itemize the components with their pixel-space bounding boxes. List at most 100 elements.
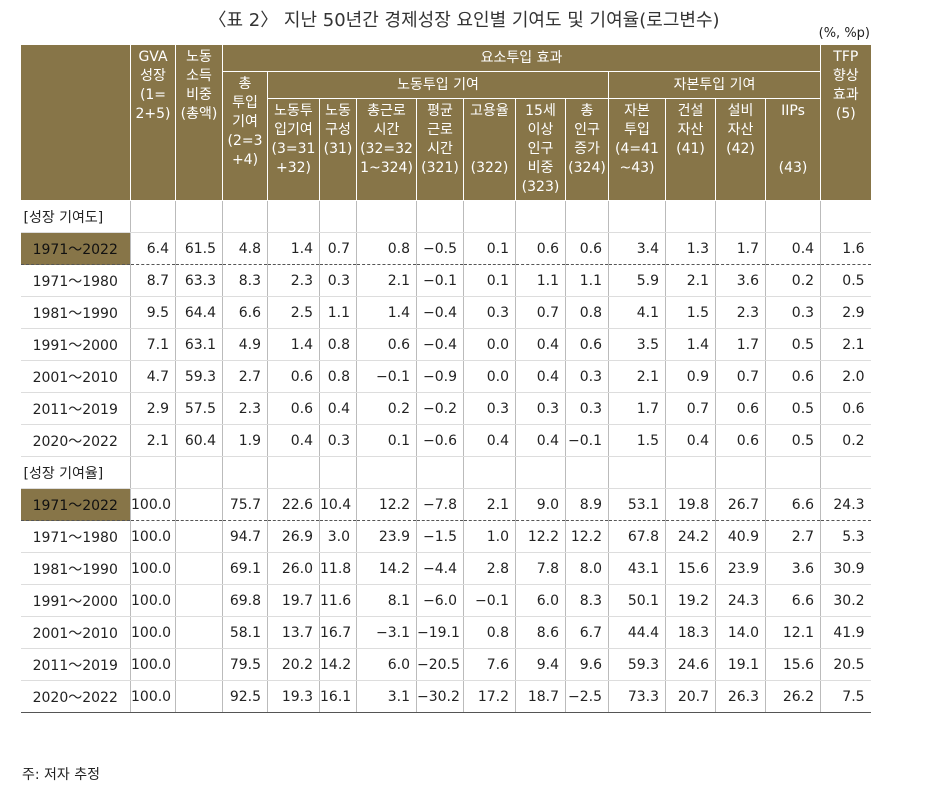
value-cell: 0.6: [515, 232, 566, 265]
value-cell: 100.0: [130, 584, 176, 617]
value-cell: 19.8: [665, 488, 716, 521]
value-cell: 2.1: [608, 360, 666, 393]
value-cell: 57.5: [175, 392, 223, 425]
value-cell: 0.8: [463, 616, 516, 649]
value-cell: −0.1: [463, 584, 516, 617]
value-cell: −0.1: [565, 424, 609, 457]
value-cell: 19.1: [715, 648, 766, 681]
value-cell: 17.2: [463, 680, 516, 713]
value-cell: 0.8: [319, 328, 357, 361]
value-cell: 1.1: [319, 296, 357, 329]
value-cell: 0.8: [319, 360, 357, 393]
value-cell: 7.8: [515, 552, 566, 585]
row-label: 1971～1980: [20, 264, 131, 297]
value-cell: 0.4: [515, 328, 566, 361]
data-table: GVA 성장 (1= 2+5) 노동 소득 비중 (총액) 요소투입 효과 TFP 향…: [20, 45, 871, 713]
value-cell: 100.0: [130, 552, 176, 585]
value-cell: 100.0: [130, 616, 176, 649]
column-header: GVA 성장 (1= 2+5): [130, 45, 176, 201]
value-cell: 0.0: [463, 360, 516, 393]
section-row: [성장 기여도]: [20, 200, 871, 233]
value-cell: 2.5: [267, 296, 320, 329]
value-cell: 7.5: [820, 680, 871, 713]
value-cell: −19.1: [416, 616, 464, 649]
value-cell: 22.6: [267, 488, 320, 521]
value-cell: 26.9: [267, 520, 320, 553]
value-cell: 0.8: [565, 296, 609, 329]
row-label: 1971～1980: [20, 520, 131, 553]
value-cell: 10.4: [319, 488, 357, 521]
empty-cell: [463, 456, 516, 489]
value-cell: 0.3: [515, 392, 566, 425]
value-cell: 0.6: [565, 232, 609, 265]
data-row: 1971～2022 6.4 61.5 4.8 1.4 0.7 0.8 −0.5 0.1 0.6 0.…: [20, 232, 871, 265]
value-cell: 18.3: [665, 616, 716, 649]
data-row: 2011～2019 2.9 57.5 2.3 0.6 0.4 0.2 −0.2 0.3 0.3 0.…: [20, 392, 871, 425]
value-cell: 19.2: [665, 584, 716, 617]
value-cell: 9.4: [515, 648, 566, 681]
row-label: 2020～2022: [20, 680, 131, 713]
value-cell: 2.8: [463, 552, 516, 585]
value-cell: 0.6: [715, 424, 766, 457]
value-cell: 0.6: [764, 360, 821, 393]
value-cell: 2.3: [267, 264, 320, 297]
value-cell: 2.9: [820, 296, 871, 329]
value-cell: −3.1: [356, 616, 417, 649]
unit-label: (%, %p): [818, 26, 870, 41]
value-cell: 26.7: [715, 488, 766, 521]
data-row: 2001～2010 4.7 59.3 2.7 0.6 0.8 −0.1 −0.9 0.0 0.4 0…: [20, 360, 871, 393]
value-cell: 15.6: [764, 648, 821, 681]
value-cell: 63.3: [175, 264, 223, 297]
value-cell: 0.3: [565, 360, 609, 393]
value-cell: 5.3: [820, 520, 871, 553]
value-cell: 0.6: [267, 360, 320, 393]
value-cell: 8.6: [515, 616, 566, 649]
data-row: 2020～2022 100.0 92.5 19.3 16.1 3.1 −30.2 17.2 18…: [20, 680, 871, 713]
value-cell: 0.3: [319, 424, 357, 457]
value-cell: 20.7: [665, 680, 716, 713]
value-cell: 0.4: [267, 424, 320, 457]
value-cell: [175, 616, 223, 649]
value-cell: 0.3: [463, 296, 516, 329]
empty-cell: [715, 456, 766, 489]
value-cell: [175, 488, 223, 521]
value-cell: 0.7: [665, 392, 716, 425]
data-row: 1981～1990 100.0 69.1 26.0 11.8 14.2 −4.4 2.8 7.8…: [20, 552, 871, 585]
column-header: 설비 자산 (42): [715, 98, 766, 201]
value-cell: 92.5: [222, 680, 268, 713]
value-cell: 12.2: [515, 520, 566, 553]
data-row: 1981～1990 9.5 64.4 6.6 2.5 1.1 1.4 −0.4 0.3 0.7 0.…: [20, 296, 871, 329]
value-cell: 64.4: [175, 296, 223, 329]
empty-cell: [356, 456, 417, 489]
value-cell: 24.3: [820, 488, 871, 521]
value-cell: 69.1: [222, 552, 268, 585]
value-cell: 2.1: [356, 264, 417, 297]
empty-cell: [319, 456, 357, 489]
column-header: 총근로 시간 (32=32 1~324): [356, 98, 417, 201]
value-cell: 2.1: [665, 264, 716, 297]
value-cell: 12.2: [356, 488, 417, 521]
value-cell: 67.8: [608, 520, 666, 553]
value-cell: 26.2: [764, 680, 821, 713]
value-cell: 2.7: [222, 360, 268, 393]
value-cell: −0.1: [356, 360, 417, 393]
value-cell: 13.7: [267, 616, 320, 649]
value-cell: 0.0: [463, 328, 516, 361]
value-cell: 0.4: [319, 392, 357, 425]
value-cell: 0.1: [463, 232, 516, 265]
value-cell: 58.1: [222, 616, 268, 649]
value-cell: 20.5: [820, 648, 871, 681]
value-cell: −7.8: [416, 488, 464, 521]
column-header: 고용율 (322): [463, 98, 516, 201]
value-cell: 60.4: [175, 424, 223, 457]
data-row: 2001～2010 100.0 58.1 13.7 16.7 −3.1 −19.1 0.8 8.…: [20, 616, 871, 649]
data-row: 1971～2022 100.0 75.7 22.6 10.4 12.2 −7.8 2.1 9.0…: [20, 488, 871, 521]
value-cell: 1.4: [665, 328, 716, 361]
empty-cell: [416, 456, 464, 489]
row-label: 1971～2022: [20, 232, 131, 265]
data-row: 1971～1980 100.0 94.7 26.9 3.0 23.9 −1.5 1.0 12.2…: [20, 520, 871, 553]
value-cell: −0.2: [416, 392, 464, 425]
empty-cell: [130, 456, 176, 489]
empty-cell: [565, 456, 609, 489]
